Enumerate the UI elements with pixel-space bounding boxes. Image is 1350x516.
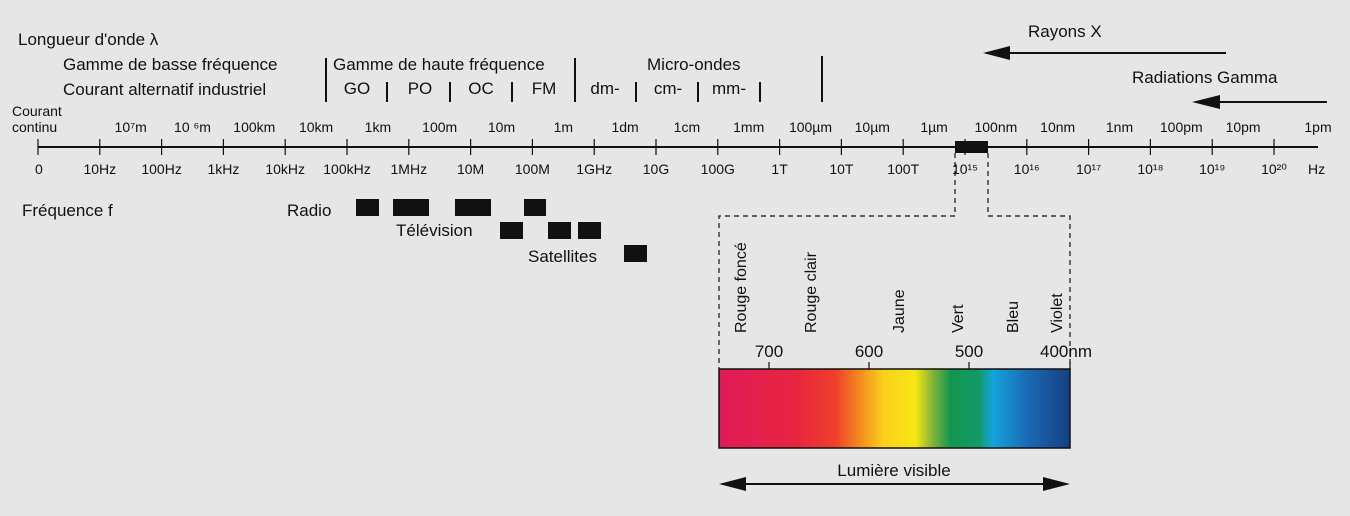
radio-label: Radio (287, 201, 331, 220)
band-po: PO (408, 79, 433, 98)
frequency-tick-label: 100T (887, 161, 919, 177)
wavelength-tick-label: 10nm (1040, 119, 1075, 135)
wavelength-tick-label: 10⁷m (115, 119, 147, 135)
wavelength-tick-label: 1cm (674, 119, 700, 135)
color-yellow: Jaune (891, 289, 908, 333)
wavelength-700: 700 (755, 342, 783, 361)
gamma-label: Radiations Gamma (1132, 68, 1278, 87)
frequency-tick-label: 10¹⁹ (1199, 161, 1225, 177)
wavelength-tick-label: 100pm (1160, 119, 1203, 135)
wavelength-600: 600 (855, 342, 883, 361)
frequency-tick-label: 10¹⁷ (1076, 161, 1101, 177)
wavelength-tick-label: 10 ⁶m (174, 119, 211, 135)
wavelength-tick-label: 100m (422, 119, 457, 135)
axis-ticks (37, 139, 1275, 155)
frequency-tick-label: 10¹⁸ (1137, 161, 1163, 177)
high-frequency-title: Gamme de haute fréquence (333, 55, 545, 74)
radio-band-1 (356, 199, 379, 216)
wavelength-tick-label: 100km (233, 119, 275, 135)
xray-arrow-head (983, 46, 1010, 60)
band-dm: dm- (590, 79, 619, 98)
visible-light-caption: Lumière visible (837, 461, 950, 480)
frequency-tick-label: 1GHz (576, 161, 612, 177)
band-mm: mm- (712, 79, 746, 98)
tv-band-1 (500, 222, 523, 239)
frequency-tick-label: 1MHz (391, 161, 428, 177)
axis-unit: Hz (1308, 161, 1325, 177)
wavelength-tick-label: 100µm (789, 119, 832, 135)
frequency-tick-label: 10¹⁶ (1014, 161, 1040, 177)
frequency-tick-label: 100Hz (141, 161, 181, 177)
wavelength-tick-label: 1mm (733, 119, 764, 135)
frequency-tick-label: 10kHz (265, 161, 305, 177)
radio-band-3 (455, 199, 491, 216)
frequency-tick-label: 10¹⁵ (952, 161, 978, 177)
tv-label: Télévision (396, 221, 473, 240)
band-go: GO (344, 79, 370, 98)
visible-spectrum-bar (718, 368, 1071, 449)
zoom-right-edge (987, 153, 1071, 370)
wavelength-tick-label: 1nm (1106, 119, 1133, 135)
wavelength-tick-label: 10pm (1226, 119, 1261, 135)
tv-band-2 (548, 222, 571, 239)
wavelength-tick-label: 1µm (920, 119, 948, 135)
frequency-tick-label: 100G (701, 161, 735, 177)
visible-range-marker (955, 141, 988, 153)
gamma-arrow-head (1192, 95, 1220, 109)
wavelength-tick-label: 1dm (611, 119, 638, 135)
frequency-tick-label: 0 (35, 161, 43, 177)
wavelength-500: 500 (955, 342, 983, 361)
wavelength-tick-label: 1pm (1304, 119, 1331, 135)
visible-arrow-left-head (719, 477, 746, 491)
wavelength-400: 400nm (1040, 342, 1092, 361)
satellites-label: Satellites (528, 247, 597, 266)
frequency-tick-label: 100M (515, 161, 550, 177)
zoom-left-edge (718, 153, 956, 370)
frequency-tick-label: 1kHz (207, 161, 239, 177)
frequency-tick-label: 10²⁰ (1261, 161, 1287, 177)
frequency-tick-label: 10T (829, 161, 854, 177)
wavelength-tick-label: 10km (299, 119, 333, 135)
color-dark-red: Rouge foncé (733, 242, 750, 333)
band-fm: FM (532, 79, 557, 98)
wavelength-tick-label: 1km (365, 119, 391, 135)
frequency-tick-label: 10Hz (83, 161, 116, 177)
frequency-tick-label: 10M (457, 161, 484, 177)
wavelength-tick-label: 10µm (855, 119, 890, 135)
service-bands (356, 199, 647, 262)
band-oc: OC (468, 79, 494, 98)
wavelength-labels: 10⁷m 10 ⁶m 100km 10km 1km 100m 10m 1m 1dm 1cm 1mm 1… (115, 119, 1332, 135)
zoom-dashes (718, 153, 1071, 370)
band-cm: cm- (654, 79, 682, 98)
frequency-tick-label: 10G (643, 161, 669, 177)
frequency-tick-label: 100kHz (323, 161, 370, 177)
wavelength-tick-label: 100nm (974, 119, 1017, 135)
wavelength-tick-label: 10m (488, 119, 515, 135)
frequency-tick-label: 1T (771, 161, 788, 177)
industrial-ac-label: Courant alternatif industriel (63, 80, 266, 99)
dc-label-line1: Courant (12, 103, 62, 119)
microwaves-title: Micro-ondes (647, 55, 741, 74)
page-title: Longueur d'onde λ (18, 30, 159, 49)
radio-band-4 (524, 199, 546, 216)
low-frequency-title: Gamme de basse fréquence (63, 55, 278, 74)
satellite-band (624, 245, 647, 262)
tv-band-3 (578, 222, 601, 239)
wavelength-tick-label: 1m (554, 119, 573, 135)
xray-label: Rayons X (1028, 22, 1102, 41)
frequency-label: Fréquence f (22, 201, 113, 220)
color-light-red: Rouge clair (803, 251, 820, 333)
color-violet: Violet (1049, 293, 1066, 333)
dc-label-line2: continu (12, 119, 57, 135)
color-blue: Bleu (1005, 301, 1022, 333)
band-separators (325, 56, 823, 102)
visible-arrow-right-head (1043, 477, 1070, 491)
frequency-labels: 0 10Hz 100Hz 1kHz 10kHz 100kHz 1MHz 10M 100M 1GHz… (35, 161, 1287, 177)
radio-band-2 (393, 199, 429, 216)
color-green: Vert (950, 304, 967, 333)
